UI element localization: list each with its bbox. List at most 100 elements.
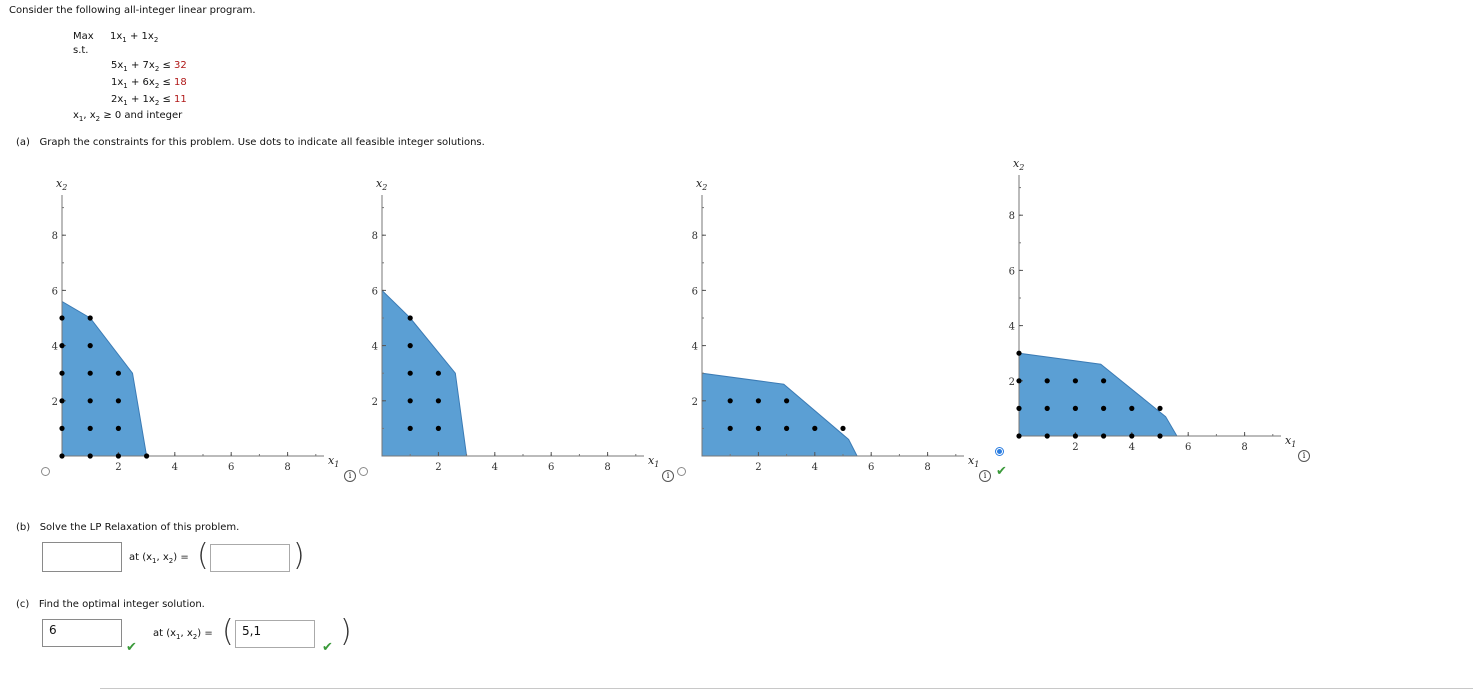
integer-point xyxy=(59,315,65,321)
x-tick-label: 6 xyxy=(1185,442,1191,453)
part-b-left-paren: ( xyxy=(197,538,209,573)
integer-point xyxy=(1044,433,1050,439)
integer-point xyxy=(59,370,65,376)
graph-option-4-info-icon[interactable]: i xyxy=(1298,450,1310,462)
graph-option-1-info-icon[interactable]: i xyxy=(344,470,356,482)
graph-option-3-radio[interactable] xyxy=(677,467,686,476)
feasible-region xyxy=(1018,352,1178,437)
integer-point xyxy=(727,425,733,431)
x-tick-label: 8 xyxy=(284,462,290,473)
integer-point xyxy=(59,425,65,431)
integer-point xyxy=(840,425,846,431)
x-axis-label-sub: 1 xyxy=(654,460,659,469)
x-axis-label: x1 xyxy=(648,454,659,469)
part-c-left-paren: ( xyxy=(222,614,234,649)
y-tick-label: 2 xyxy=(372,397,378,408)
objective: 1x1 + 1x2 xyxy=(110,31,159,44)
integer-point xyxy=(1101,405,1107,411)
integer-point xyxy=(407,370,413,376)
nonneg-constraint: x1, x2 ≥ 0 and integer xyxy=(73,110,183,123)
feasible-region xyxy=(701,372,858,457)
y-axis-label: x2 xyxy=(696,177,707,192)
y-tick-label: 4 xyxy=(372,342,378,353)
x-axis-label-sub: 1 xyxy=(974,460,979,469)
part-b-right-paren: ) xyxy=(293,538,305,573)
integer-point xyxy=(59,343,65,349)
y-tick-label: 8 xyxy=(1009,211,1015,222)
y-tick-label: 8 xyxy=(52,231,58,242)
y-axis-label-sub: 2 xyxy=(61,183,67,192)
integer-point xyxy=(407,315,413,321)
integer-point xyxy=(87,453,93,459)
y-tick-label: 8 xyxy=(692,231,698,242)
y-axis-label-sub: 2 xyxy=(701,183,707,192)
integer-point xyxy=(1044,405,1050,411)
x-tick-label: 8 xyxy=(924,462,930,473)
y-tick-label: 6 xyxy=(52,286,58,297)
integer-point xyxy=(144,453,150,459)
integer-point xyxy=(755,398,761,404)
integer-point xyxy=(1101,433,1107,439)
y-tick-label: 6 xyxy=(372,286,378,297)
x-tick-label: 6 xyxy=(228,462,234,473)
graph-option-2-info-icon[interactable]: i xyxy=(662,470,674,482)
graph-option-4: 2 4 6 8 2 4 6 8 x1 x2 xyxy=(1009,157,1297,453)
y-axis-label: x2 xyxy=(376,177,387,192)
integer-point xyxy=(87,370,93,376)
graph-option-4-radio[interactable] xyxy=(995,447,1004,456)
graph-option-3-info-icon[interactable]: i xyxy=(979,470,991,482)
integer-point xyxy=(1016,433,1022,439)
constraint-3: 2x1 + 1x2 ≤ 11 xyxy=(111,94,187,107)
optimal-value-input[interactable]: 6 xyxy=(42,619,122,647)
x-tick-label: 2 xyxy=(115,462,121,473)
y-tick-label: 2 xyxy=(1009,377,1015,388)
integer-point xyxy=(87,425,93,431)
y-tick-label: 2 xyxy=(692,397,698,408)
integer-point xyxy=(115,453,121,459)
integer-point xyxy=(87,343,93,349)
integer-point xyxy=(812,425,818,431)
integer-point xyxy=(407,425,413,431)
integer-point xyxy=(1072,378,1078,384)
integer-point xyxy=(435,425,441,431)
graph-option-1-radio[interactable] xyxy=(41,467,50,476)
x-axis-label: x1 xyxy=(328,454,339,469)
integer-point xyxy=(1016,350,1022,356)
x-axis-label: x1 xyxy=(1285,434,1296,449)
x-tick-label: 4 xyxy=(812,462,818,473)
graph-option-1: 2 4 6 8 2 4 6 8 x1 x2 xyxy=(52,177,340,473)
x-tick-label: 2 xyxy=(1072,442,1078,453)
max-label: Max xyxy=(73,31,94,42)
x-tick-label: 6 xyxy=(868,462,874,473)
y-axis-label: x2 xyxy=(1013,157,1024,172)
integer-point xyxy=(435,370,441,376)
integer-point xyxy=(1016,378,1022,384)
lp-relaxation-point-input[interactable] xyxy=(210,544,290,572)
integer-point xyxy=(1129,405,1135,411)
x-tick-label: 8 xyxy=(1241,442,1247,453)
y-tick-label: 8 xyxy=(372,231,378,242)
integer-point xyxy=(87,398,93,404)
y-tick-label: 6 xyxy=(692,286,698,297)
integer-point xyxy=(1157,433,1163,439)
y-tick-label: 4 xyxy=(52,342,58,353)
integer-point xyxy=(59,398,65,404)
part-b-at-label: at (x1, x2) = xyxy=(129,552,189,565)
optimal-point-input[interactable]: 5,1 xyxy=(235,620,315,648)
x-tick-label: 2 xyxy=(755,462,761,473)
y-axis-label-sub: 2 xyxy=(1018,163,1024,172)
constraint-2: 1x1 + 6x2 ≤ 18 xyxy=(111,77,187,90)
x-axis-label-sub: 1 xyxy=(1291,440,1296,449)
x-tick-label: 4 xyxy=(1129,442,1135,453)
optimal-value-check-icon: ✔ xyxy=(126,640,137,655)
feasible-region xyxy=(61,300,148,457)
x-tick-label: 4 xyxy=(172,462,178,473)
part-c-right-paren: ) xyxy=(340,614,352,649)
graph-option-2-radio[interactable] xyxy=(359,467,368,476)
integer-point xyxy=(435,398,441,404)
part-a-prompt: (a) Graph the constraints for this probl… xyxy=(16,137,485,148)
lp-relaxation-value-input[interactable] xyxy=(42,542,122,572)
integer-point xyxy=(1044,378,1050,384)
part-b-prompt: (b) Solve the LP Relaxation of this prob… xyxy=(16,522,240,533)
integer-point xyxy=(115,398,121,404)
